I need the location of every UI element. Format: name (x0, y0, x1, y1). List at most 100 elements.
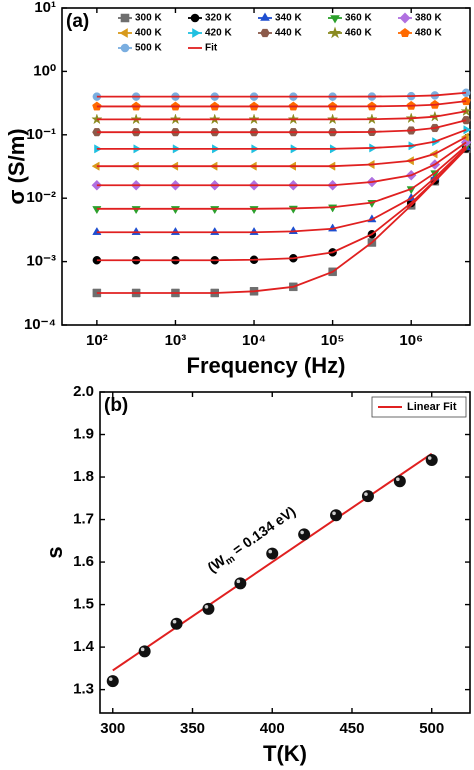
data-point (266, 547, 279, 560)
x-tick-label: 10⁴ (242, 332, 266, 349)
point-highlight (427, 456, 432, 460)
x-axis-label: T(K) (263, 741, 307, 766)
x-tick-label: 450 (339, 720, 364, 737)
data-point (461, 96, 471, 106)
point-highlight (396, 477, 400, 482)
y-tick-label: 10⁻² (26, 189, 56, 206)
plot-frame (99, 391, 471, 714)
y-tick-label: 1.4 (73, 638, 95, 655)
fit-line (96, 146, 467, 234)
point-highlight (332, 511, 336, 516)
point-highlight (364, 492, 368, 496)
legend-marker (399, 12, 411, 24)
legend-marker (192, 28, 201, 38)
data-point (249, 206, 259, 215)
data-point (138, 645, 151, 658)
legend-label: Linear Fit (407, 401, 457, 413)
y-tick-label: 1.8 (73, 468, 94, 485)
fit-line (96, 128, 467, 150)
fit-line (96, 100, 467, 108)
legend-label: 500 K (135, 43, 162, 54)
y-tick-label: 1.7 (73, 511, 94, 528)
fit-line (96, 110, 467, 121)
point-highlight (172, 619, 177, 624)
y-tick-label: 10⁰ (33, 62, 56, 79)
fit-line (96, 141, 467, 187)
data-point (92, 101, 102, 111)
x-tick-label: 10⁶ (399, 332, 423, 349)
x-tick-label: 300 (100, 720, 125, 737)
data-point (202, 602, 215, 615)
fit-line (96, 136, 467, 168)
y-axis-label: s (42, 546, 67, 558)
data-point (393, 475, 406, 488)
legend-label: 420 K (205, 28, 232, 39)
y-tick-label: 2.0 (73, 383, 94, 400)
data-point (92, 206, 102, 215)
x-tick-label: 400 (260, 720, 285, 737)
legend-label: 340 K (275, 13, 302, 24)
fit-line (96, 148, 467, 294)
panel-label: (a) (66, 11, 89, 32)
legend-marker (400, 28, 410, 38)
y-tick-label: 10⁻¹ (26, 126, 56, 143)
y-tick-label: 1.3 (73, 681, 94, 698)
fit-line (96, 147, 467, 262)
annotation-part: (W (204, 551, 228, 575)
legend-label: 460 K (345, 28, 372, 39)
data-point (234, 577, 247, 590)
legend-label: 400 K (135, 28, 162, 39)
data-point (91, 113, 103, 125)
annotation: (Wm = 0.134 eV) (204, 503, 300, 578)
data-point (361, 490, 374, 503)
data-point (170, 226, 181, 235)
point-highlight (108, 677, 113, 681)
legend-marker (260, 12, 270, 21)
legend-marker (328, 26, 342, 39)
y-axis-label: σ (S/m) (4, 128, 29, 204)
legend-label: 320 K (205, 13, 232, 24)
data-point (106, 675, 119, 688)
data-point (210, 226, 220, 235)
y-tick-label: 10¹ (34, 0, 56, 16)
point-highlight (140, 647, 145, 652)
point-highlight (300, 530, 304, 535)
fit-line (112, 452, 433, 672)
data-point (288, 205, 298, 214)
data-point (249, 226, 259, 235)
x-tick-label: 10⁵ (321, 332, 345, 349)
data-point (131, 226, 141, 235)
data-point (425, 454, 438, 467)
y-tick-label: 10⁻³ (26, 253, 56, 270)
point-highlight (236, 579, 241, 584)
point-highlight (268, 549, 273, 554)
x-tick-label: 350 (180, 720, 205, 737)
y-tick-label: 1.6 (73, 553, 94, 570)
data-point (170, 617, 183, 630)
legend-label: 300 K (135, 13, 162, 24)
y-tick-label: 10⁻⁴ (24, 316, 56, 333)
legend-label: 360 K (345, 13, 372, 24)
y-tick-label: 1.9 (73, 425, 94, 442)
panel-label: (b) (104, 395, 128, 416)
x-tick-label: 500 (419, 720, 444, 737)
y-tick-label: 1.5 (73, 596, 94, 613)
x-tick-label: 10² (86, 332, 108, 349)
data-point (461, 88, 471, 98)
legend-marker (120, 13, 130, 23)
data-point (460, 105, 472, 117)
data-point (131, 206, 141, 215)
data-point (92, 288, 102, 298)
legend-label: 480 K (415, 28, 442, 39)
fit-line (96, 145, 467, 210)
legend-label: 440 K (275, 28, 302, 39)
legend-label: Fit (205, 43, 218, 54)
legend-marker (330, 15, 340, 24)
legend-marker (119, 28, 128, 38)
x-axis-label: Frequency (Hz) (187, 353, 346, 378)
legend-marker (260, 28, 270, 38)
x-tick-label: 10³ (165, 332, 187, 349)
data-point (210, 206, 220, 215)
data-point (92, 226, 102, 235)
legend-marker (190, 13, 200, 23)
